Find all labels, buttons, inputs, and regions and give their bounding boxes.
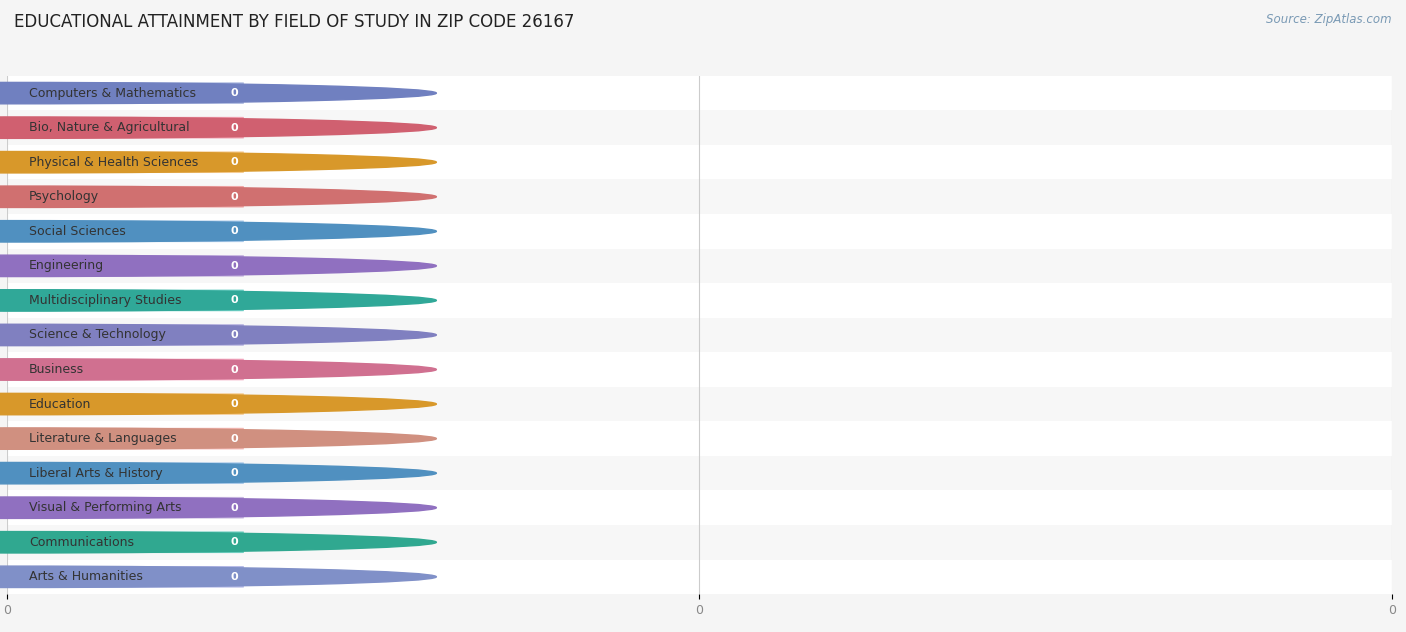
Text: Computers & Mathematics: Computers & Mathematics [30,87,197,100]
Text: 0: 0 [231,157,238,167]
Bar [7,145,1392,179]
Bar [7,318,1392,352]
Circle shape [0,359,436,380]
Bar [7,456,1392,490]
FancyBboxPatch shape [3,463,243,484]
Text: Physical & Health Sciences: Physical & Health Sciences [30,155,198,169]
Circle shape [0,221,436,242]
Circle shape [0,117,436,138]
FancyBboxPatch shape [3,255,243,277]
Text: Science & Technology: Science & Technology [30,329,166,341]
Bar [7,559,1392,594]
FancyBboxPatch shape [3,186,243,207]
Text: Literature & Languages: Literature & Languages [30,432,177,445]
Text: 0: 0 [231,330,238,340]
FancyBboxPatch shape [3,497,243,518]
Text: 0: 0 [231,123,238,133]
Text: Visual & Performing Arts: Visual & Performing Arts [30,501,181,514]
FancyBboxPatch shape [3,359,243,380]
Text: EDUCATIONAL ATTAINMENT BY FIELD OF STUDY IN ZIP CODE 26167: EDUCATIONAL ATTAINMENT BY FIELD OF STUDY… [14,13,575,30]
Circle shape [0,324,436,346]
Bar [7,422,1392,456]
Text: Multidisciplinary Studies: Multidisciplinary Studies [30,294,181,307]
FancyBboxPatch shape [3,393,243,415]
Circle shape [0,393,436,415]
Text: Bio, Nature & Agricultural: Bio, Nature & Agricultural [30,121,190,134]
Text: 0: 0 [231,434,238,444]
FancyBboxPatch shape [3,289,243,311]
Bar [7,111,1392,145]
Text: 0: 0 [231,226,238,236]
FancyBboxPatch shape [3,82,243,104]
Text: Education: Education [30,398,91,411]
FancyBboxPatch shape [3,532,243,553]
Text: 0: 0 [231,191,238,202]
FancyBboxPatch shape [3,566,243,588]
Bar [7,179,1392,214]
Text: 0: 0 [231,572,238,582]
Circle shape [0,255,436,277]
Text: 0: 0 [231,468,238,478]
Circle shape [0,428,436,449]
Text: 0: 0 [231,261,238,271]
Bar [7,248,1392,283]
Text: Source: ZipAtlas.com: Source: ZipAtlas.com [1267,13,1392,26]
Text: Liberal Arts & History: Liberal Arts & History [30,466,163,480]
Circle shape [0,566,436,588]
Text: Business: Business [30,363,84,376]
Text: Engineering: Engineering [30,259,104,272]
Text: 0: 0 [231,502,238,513]
Text: Psychology: Psychology [30,190,100,204]
Circle shape [0,532,436,553]
Text: 0: 0 [231,365,238,375]
Text: 0: 0 [231,399,238,409]
FancyBboxPatch shape [3,117,243,138]
Circle shape [0,152,436,173]
Bar [7,214,1392,248]
Circle shape [0,497,436,518]
Bar [7,525,1392,559]
Circle shape [0,289,436,311]
Text: Social Sciences: Social Sciences [30,225,127,238]
Bar [7,490,1392,525]
Bar [7,283,1392,318]
Circle shape [0,82,436,104]
Circle shape [0,463,436,484]
Text: 0: 0 [231,88,238,98]
Bar [7,76,1392,111]
Text: Communications: Communications [30,536,134,549]
Text: 0: 0 [231,295,238,305]
Text: 0: 0 [231,537,238,547]
Bar [7,387,1392,422]
FancyBboxPatch shape [3,428,243,449]
FancyBboxPatch shape [3,152,243,173]
Bar [7,352,1392,387]
Text: Arts & Humanities: Arts & Humanities [30,570,143,583]
FancyBboxPatch shape [3,221,243,242]
FancyBboxPatch shape [3,324,243,346]
Circle shape [0,186,436,207]
